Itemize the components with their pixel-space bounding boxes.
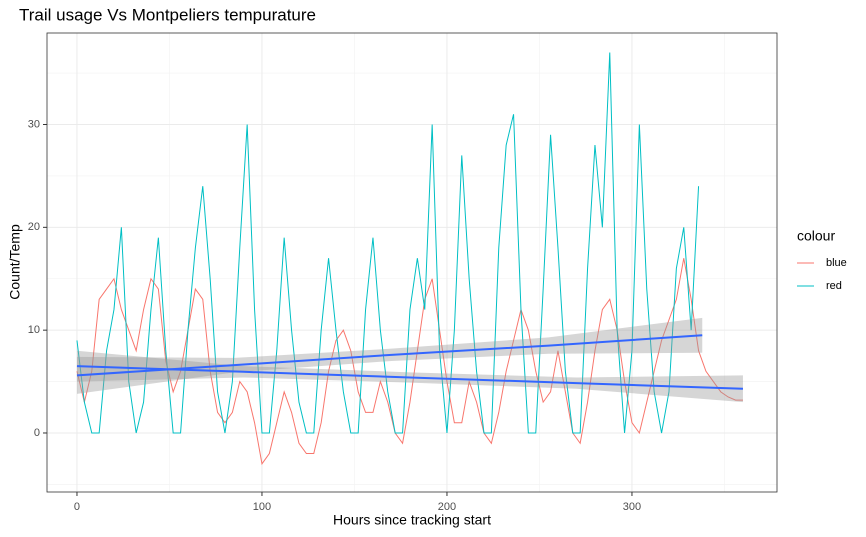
x-axis-label: Hours since tracking start: [333, 512, 491, 528]
plot-border: [46, 32, 778, 493]
confidence-band: [76, 350, 743, 403]
chart-title: Trail usage Vs Montpeliers tempurature: [19, 5, 316, 24]
y-tick-label: 30: [28, 118, 40, 130]
x-tick-label: 200: [438, 501, 456, 513]
legend-label: blue: [826, 257, 847, 269]
smooth-line: [76, 365, 743, 390]
y-tick-label: 10: [28, 324, 40, 336]
legend-label: red: [826, 280, 842, 292]
data-line: [76, 52, 700, 434]
y-tick-label: 20: [28, 221, 40, 233]
x-tick-label: 100: [253, 501, 271, 513]
y-tick-label: 0: [34, 427, 40, 439]
smooth-line: [76, 334, 703, 377]
y-axis-label: Count/Temp: [7, 224, 23, 300]
legend-title: colour: [797, 228, 835, 244]
plot-background: [47, 33, 777, 492]
x-tick-label: 300: [623, 501, 641, 513]
x-tick-label: 0: [74, 501, 80, 513]
